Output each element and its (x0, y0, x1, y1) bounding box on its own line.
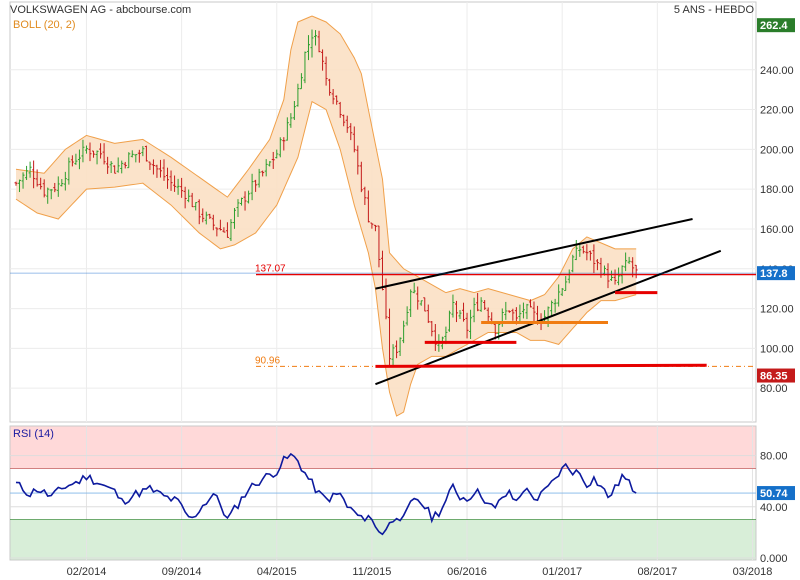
rsi-axis: 80.00 40.00 0.000 50.74 (757, 451, 795, 565)
y-tick-label: 180.00 (760, 184, 794, 196)
price-badge (757, 18, 795, 33)
x-tick-label: 08/2017 (637, 566, 677, 578)
y-tick-label: 100.00 (760, 343, 794, 355)
rsi-badge-label: 50.74 (760, 488, 788, 500)
period-label: 5 ANS - HEBDO (673, 4, 754, 16)
bollinger-band (16, 16, 637, 417)
rsi-oversold-zone (10, 519, 756, 560)
price-axis: 80.00100.00120.00140.00160.00180.00200.0… (757, 18, 795, 395)
bollinger-upper (15, 15, 637, 302)
rsi-line (15, 452, 637, 536)
rsi-tick-label: 80.00 (760, 451, 788, 463)
rsi-badge (757, 486, 795, 501)
candles (14, 29, 638, 368)
x-tick-label: 09/2014 (162, 566, 202, 578)
y-tick-label: 120.00 (760, 304, 794, 316)
trend-line (375, 218, 693, 290)
y-tick-label: 220.00 (760, 105, 794, 117)
x-tick-label: 04/2015 (257, 566, 297, 578)
rsi-tick-label: 40.00 (760, 502, 788, 514)
trend-line (375, 363, 707, 368)
y-tick-label: 160.00 (760, 224, 794, 236)
x-tick-label: 06/2016 (447, 566, 487, 578)
level-label: 90.96 (255, 355, 280, 366)
x-tick-label: 01/2017 (542, 566, 582, 578)
price-badge (757, 368, 795, 383)
y-tick-label: 240.00 (760, 65, 794, 77)
level-label: 137.07 (255, 264, 286, 275)
x-tick-label: 03/2018 (733, 566, 773, 578)
x-tick-label: 02/2014 (67, 566, 107, 578)
x-axis: 02/2014 09/2014 04/2015 11/2015 06/2016 01/20… (67, 566, 773, 578)
rsi-tick-label: 0.000 (760, 553, 788, 565)
bollinger-lower (15, 100, 637, 417)
price-badge-label: 86.35 (760, 371, 788, 383)
rsi-panel: 80.00 40.00 0.000 50.74 (9, 425, 795, 565)
rsi-label: RSI (14) (13, 428, 54, 440)
y-tick-label: 200.00 (760, 144, 794, 156)
price-badge-label: 262.4 (760, 20, 788, 32)
chart-title: VOLKSWAGEN AG - abcbourse.com (10, 4, 192, 16)
rsi-overbought-zone (10, 426, 756, 469)
y-tick-label: 80.00 (760, 383, 788, 395)
price-badge (757, 266, 795, 281)
bollinger-label: BOLL (20, 2) (13, 19, 76, 31)
price-badge-label: 137.8 (760, 268, 788, 280)
annotation-lines: 137.07 90.96 (10, 218, 756, 386)
x-tick-label: 11/2015 (352, 566, 391, 578)
